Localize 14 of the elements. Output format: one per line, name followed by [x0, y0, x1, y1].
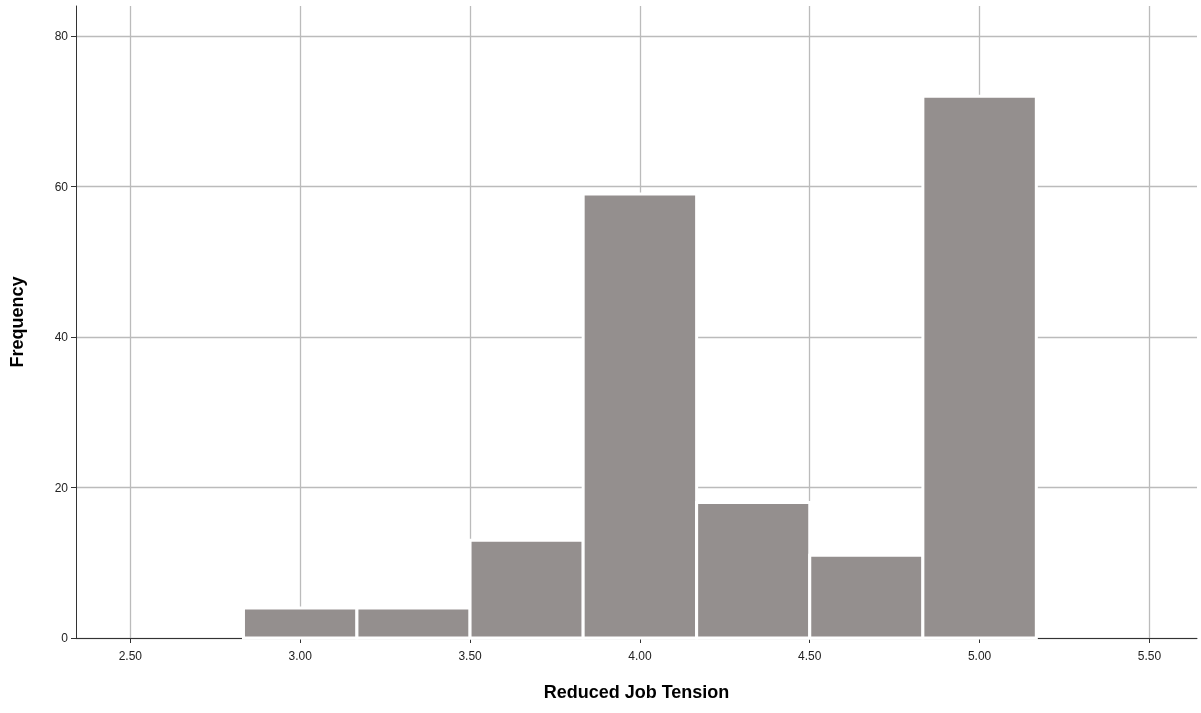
y-tick-label: 40: [54, 330, 69, 345]
x-tick-label: 5.00: [967, 649, 992, 663]
x-tick-label: 3.50: [458, 649, 483, 663]
x-axis-title: Reduced Job Tension: [543, 682, 730, 702]
x-tick-label: 5.50: [1137, 649, 1162, 663]
x-tick-label: 4.00: [628, 649, 652, 663]
y-tick-label: 0: [61, 631, 69, 645]
x-tick-label: 3.00: [288, 649, 313, 663]
x-tick-label: 4.50: [798, 649, 822, 663]
y-tick-label: 80: [54, 29, 69, 44]
x-tick-label: 2.50: [118, 649, 143, 663]
y-tick-label: 20: [54, 480, 69, 495]
y-tick-label: 60: [54, 179, 69, 194]
y-axis-title: Frequency: [7, 276, 27, 368]
